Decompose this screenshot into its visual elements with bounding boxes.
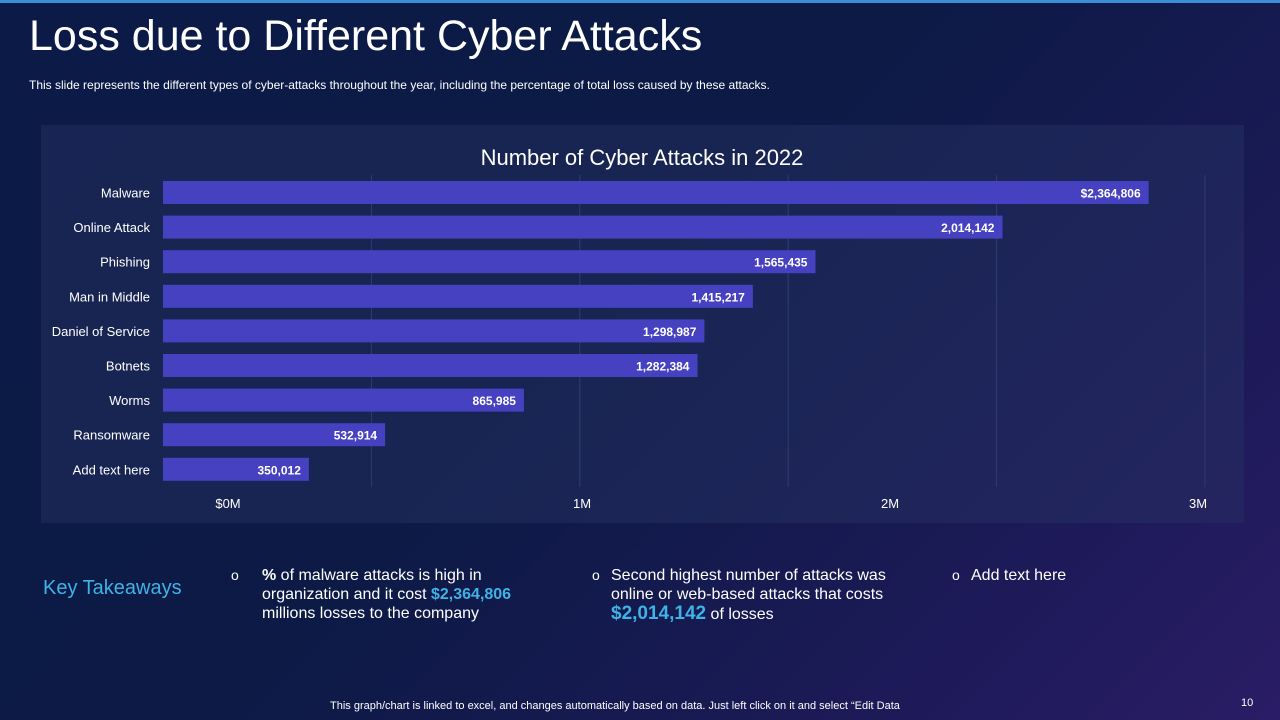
- takeaway-2-text: Second highest number of attacks was onl…: [611, 566, 892, 624]
- value-label-1: 2,014,142: [941, 221, 995, 235]
- value-label-4: 1,298,987: [643, 325, 697, 339]
- category-label-4: Daniel of Service: [52, 324, 150, 339]
- bar-8: [163, 457, 309, 481]
- category-label-7: Ransomware: [73, 428, 150, 443]
- takeaway-2-highlight: $2,014,142: [611, 603, 707, 624]
- takeaway-1-text-b: millions losses to the company: [262, 605, 479, 622]
- slide-title: Loss due to Different Cyber Attacks: [29, 12, 703, 60]
- bar-2: [163, 250, 816, 274]
- takeaway-3-text: Add text here: [971, 567, 1067, 584]
- category-label-3: Man in Middle: [69, 289, 150, 304]
- slide-subtitle: This slide represents the different type…: [29, 78, 770, 92]
- bullet-circle-icon: o: [952, 567, 960, 583]
- page-number: 10: [1241, 697, 1254, 709]
- takeaway-1-lead: %: [262, 567, 277, 584]
- bullet-circle-icon: o: [592, 567, 600, 583]
- x-tick-label-3: 3M: [1189, 496, 1207, 511]
- takeaway-item-3: o Add text here: [952, 566, 1152, 585]
- category-label-5: Botnets: [106, 359, 151, 374]
- chart-title: Number of Cyber Attacks in 2022: [481, 145, 804, 170]
- value-label-2: 1,565,435: [754, 256, 808, 270]
- takeaway-2-text-b: of losses: [706, 606, 774, 623]
- bar-1: [163, 215, 1003, 239]
- category-label-8: Add text here: [73, 462, 150, 477]
- value-label-8: 350,012: [257, 463, 301, 477]
- category-label-0: Malware: [101, 186, 150, 201]
- takeaway-item-2: o Second highest number of attacks was o…: [592, 566, 892, 624]
- bar-6: [163, 388, 524, 412]
- value-label-6: 865,985: [473, 394, 517, 408]
- bar-4: [163, 319, 705, 343]
- takeaway-2-text-a: Second highest number of attacks was onl…: [611, 567, 886, 603]
- takeaway-1-highlight: $2,364,806: [431, 586, 512, 603]
- category-label-1: Online Attack: [73, 220, 150, 235]
- footnote: This graph/chart is linked to excel, and…: [330, 700, 900, 712]
- category-label-2: Phishing: [100, 255, 150, 270]
- takeaway-item-1: o % of malware attacks is high in organi…: [231, 566, 521, 623]
- bar-0: [163, 181, 1149, 204]
- value-label-0: $2,364,806: [1081, 187, 1141, 201]
- bar-5: [163, 354, 698, 377]
- category-label-6: Worms: [109, 393, 150, 408]
- x-tick-label-1: 1M: [573, 496, 591, 511]
- bar-3: [163, 284, 753, 308]
- chart-panel: Number of Cyber Attacks in 2022 Malware $2…: [41, 125, 1244, 523]
- x-tick-label-0: $0M: [215, 496, 240, 511]
- value-label-7: 532,914: [334, 429, 378, 443]
- x-tick-label-2: 2M: [881, 496, 899, 511]
- top-accent-line: [0, 0, 1280, 3]
- value-label-3: 1,415,217: [691, 290, 745, 304]
- takeaway-1-text-a: of malware attacks is high in organizati…: [262, 567, 482, 603]
- value-label-5: 1,282,384: [636, 360, 690, 374]
- bar-chart[interactable]: Number of Cyber Attacks in 2022 Malware $2…: [41, 125, 1244, 523]
- bullet-circle-icon: o: [231, 567, 239, 583]
- bar-7: [163, 423, 386, 447]
- key-takeaways-heading: Key Takeaways: [43, 577, 182, 599]
- takeaway-1-text: % of malware attacks is high in organiza…: [262, 566, 521, 623]
